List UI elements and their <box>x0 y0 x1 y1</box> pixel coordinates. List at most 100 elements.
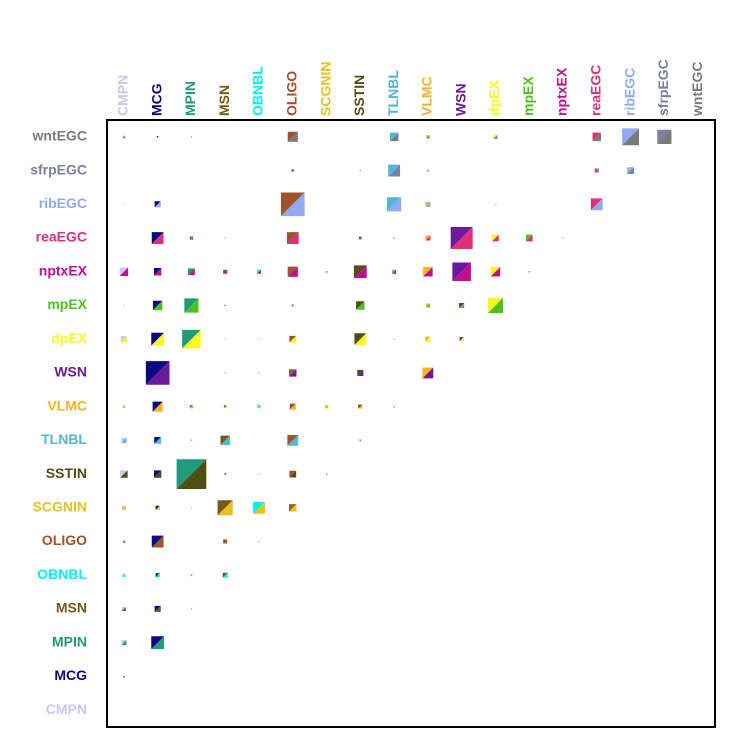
cell-upper <box>122 135 126 139</box>
column-label: nptxEX <box>554 67 570 116</box>
cell-upper <box>190 574 193 577</box>
row-label: CMPN <box>46 701 87 717</box>
cell-upper <box>258 473 260 475</box>
cell-lower <box>145 361 170 385</box>
cell-upper <box>153 268 162 276</box>
cell-lower <box>425 336 431 342</box>
cell-lower <box>258 372 260 374</box>
cell-upper <box>258 338 260 340</box>
cell-lower <box>289 335 297 343</box>
cell-lower <box>287 131 298 142</box>
cell-lower <box>223 405 227 408</box>
cell-lower <box>354 333 367 346</box>
cell-lower <box>190 608 192 610</box>
cell-lower <box>258 541 260 543</box>
cell-lower <box>188 268 195 276</box>
cell-lower <box>253 501 265 514</box>
cell-upper <box>356 301 365 310</box>
cell-upper <box>220 435 230 446</box>
row-label: MSN <box>56 600 87 616</box>
cell-lower <box>151 332 165 346</box>
cell-lower <box>359 439 362 442</box>
cell-upper <box>359 439 362 442</box>
cell-lower <box>286 232 299 244</box>
cell-lower <box>325 473 328 475</box>
cell-lower <box>494 203 497 206</box>
cell-lower <box>590 198 603 211</box>
cell-lower <box>121 505 126 510</box>
column-label: CMPN <box>115 75 131 116</box>
column-label: OBNBL <box>250 66 266 116</box>
column-label: TLNBL <box>385 70 401 116</box>
cell-lower <box>452 262 471 282</box>
cell-upper <box>358 236 362 240</box>
cell-upper <box>493 134 498 139</box>
cell-upper <box>287 131 298 142</box>
cell-upper <box>594 168 599 173</box>
column-label: sfrpEGC <box>655 59 671 116</box>
cell-lower <box>393 237 395 239</box>
column-label: mpEX <box>520 76 536 116</box>
cell-lower <box>425 303 430 308</box>
row-label: VLMC <box>47 397 87 413</box>
row-label: ribEGC <box>39 195 87 211</box>
cell-upper <box>123 304 125 306</box>
cell-lower <box>122 540 126 543</box>
cell-upper <box>627 167 634 174</box>
cell-lower <box>122 573 126 577</box>
cell-lower <box>280 192 305 217</box>
cell-upper <box>224 473 227 475</box>
cell-lower <box>224 473 227 475</box>
cell-upper <box>122 405 126 408</box>
cell-lower <box>459 302 465 309</box>
row-label: TLNBL <box>41 431 87 447</box>
cell-lower <box>287 266 298 277</box>
cell-lower <box>493 134 498 139</box>
cell-lower <box>525 234 533 242</box>
column-label: MPIN <box>182 81 198 116</box>
cell-lower <box>387 197 402 212</box>
cell-lower <box>224 304 226 307</box>
cell-lower <box>258 473 260 475</box>
cell-lower <box>189 404 194 409</box>
cell-lower <box>425 235 431 241</box>
cell-lower <box>289 369 297 377</box>
cell-upper <box>120 336 127 343</box>
column-label: OLIGO <box>283 71 299 116</box>
cell-lower <box>154 436 162 444</box>
column-label: dpEX <box>486 80 502 116</box>
cell-lower <box>121 606 126 611</box>
cell-upper <box>153 470 162 478</box>
cell-lower <box>220 435 230 446</box>
cell-lower <box>189 236 194 240</box>
cell-upper <box>487 297 504 314</box>
cell-lower <box>425 201 431 207</box>
cell-lower <box>388 164 401 177</box>
cell-lower <box>356 301 365 310</box>
cell-lower <box>154 605 161 613</box>
cell-lower <box>223 269 228 274</box>
cell-lower <box>190 136 192 138</box>
cell-upper <box>224 372 226 374</box>
column-label: MCG <box>148 83 164 116</box>
cell-lower <box>426 169 429 172</box>
cell-lower <box>155 505 160 510</box>
row-label: dpEX <box>51 330 87 346</box>
row-label: mpEX <box>47 296 87 312</box>
cell-lower <box>287 434 299 446</box>
row-label: SCGNIN <box>33 499 87 515</box>
cell-lower <box>325 270 328 273</box>
cell-lower <box>627 167 634 174</box>
cell-upper <box>657 129 672 144</box>
cell-lower <box>426 135 430 139</box>
cell-upper <box>459 302 465 309</box>
column-label: wntEGC <box>689 62 705 117</box>
cell-upper <box>155 505 160 510</box>
cell-lower <box>358 404 363 409</box>
cell-lower <box>152 401 163 412</box>
column-label: ribEGC <box>621 68 637 116</box>
cell-upper <box>222 572 228 578</box>
cell-upper <box>426 135 430 139</box>
cell-upper <box>393 237 395 239</box>
